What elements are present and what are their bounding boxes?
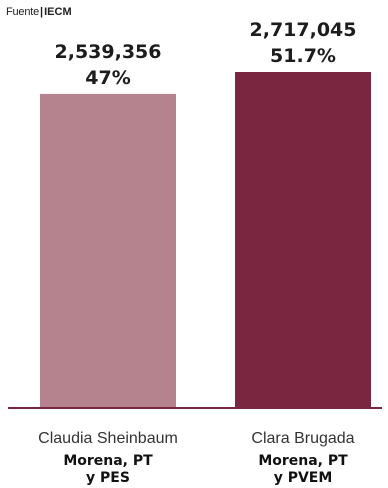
bar-2 (235, 72, 371, 407)
category-party-line2-2: y PVEM (274, 470, 333, 486)
category-name-2: Clara Brugada (251, 430, 354, 447)
source-separator: | (40, 6, 44, 18)
percent-label-1: 47% (85, 67, 130, 89)
category-party-line1-2: Morena, PT (258, 453, 348, 469)
percent-label-2: 51.7% (270, 45, 336, 67)
category-party-line1-1: Morena, PT (63, 453, 153, 469)
bar-1 (40, 93, 176, 407)
value-label-1: 2,539,356 (55, 41, 162, 63)
source-label: Fuente (6, 6, 40, 18)
category-party-line2-1: y PES (86, 470, 130, 486)
value-label-2: 2,717,045 (250, 19, 357, 41)
category-name-1: Claudia Sheinbaum (38, 430, 178, 447)
source-note: Fuente|IECM (6, 6, 72, 18)
source-value: IECM (44, 6, 72, 18)
